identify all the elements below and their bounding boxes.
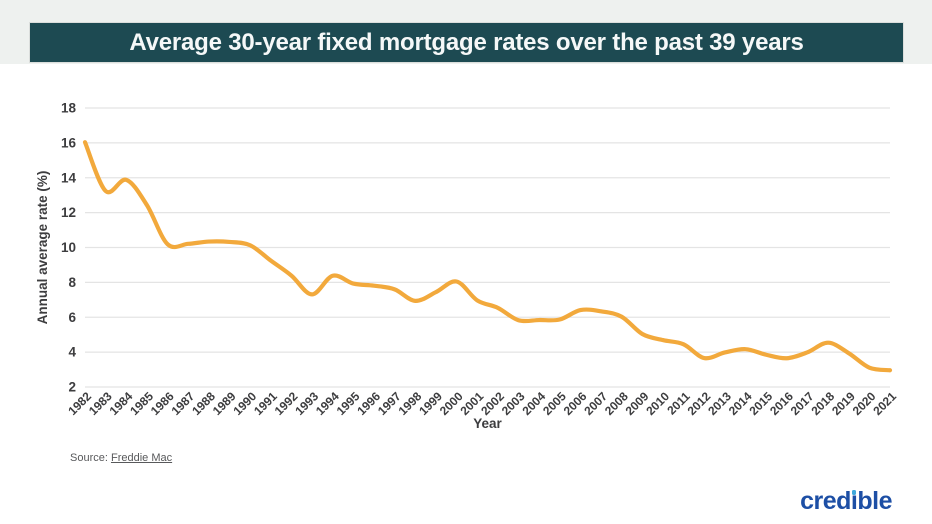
y-tick-label: 4 <box>68 345 76 360</box>
y-tick-label: 6 <box>68 310 76 325</box>
y-tick-label: 8 <box>68 275 76 290</box>
x-axis-title: Year <box>473 416 502 431</box>
mortgage-rate-line-chart: 2468101214161819821983198419851986198719… <box>35 101 899 432</box>
y-tick-label: 18 <box>61 101 77 116</box>
logo-text-pre: cred <box>800 487 851 515</box>
y-axis-title: Annual average rate (%) <box>35 171 50 325</box>
chart-title: Average 30-year fixed mortgage rates ove… <box>129 28 804 56</box>
chart-title-banner: Average 30-year fixed mortgage rates ove… <box>30 23 903 62</box>
y-tick-label: 10 <box>61 240 76 255</box>
source-link[interactable]: Freddie Mac <box>110 452 173 464</box>
mortgage-rate-line <box>82 140 893 373</box>
logo-letter-i: ı <box>850 487 858 515</box>
logo-i-dot <box>851 490 857 495</box>
logo-text-post: ble <box>857 487 892 515</box>
logo-i-stem: ı <box>850 487 858 515</box>
y-tick-label: 14 <box>61 170 77 185</box>
source-prefix: Source: <box>70 452 111 464</box>
x-tick-label: 2021 <box>870 389 899 418</box>
credible-logo[interactable]: credı ble <box>800 489 892 514</box>
y-tick-label: 12 <box>61 205 76 220</box>
y-tick-label: 2 <box>68 380 76 395</box>
chart-area: 2 4 6 8 10 12 14 16 18 1982 1983 1984 1985 1986 1987 19… <box>0 85 932 450</box>
y-tick-label: 16 <box>61 135 77 150</box>
source-note: Source: Freddie Mac <box>70 452 172 464</box>
